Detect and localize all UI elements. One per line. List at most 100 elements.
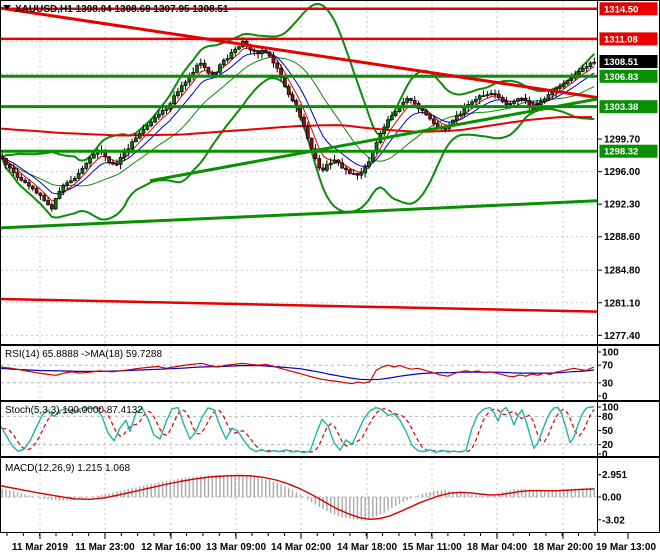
price-tick-label: 1277.40 [604, 331, 641, 342]
candle-body [229, 52, 234, 60]
price-badge-label: 1306.83 [604, 72, 638, 83]
candle-body [569, 77, 574, 81]
grid-layer [1, 1, 597, 532]
candle-body [462, 107, 467, 115]
candle-body [4, 158, 8, 165]
candle-body [336, 159, 341, 164]
candle-body [38, 192, 43, 196]
price-badge-label: 1308.51 [604, 57, 639, 68]
candle-body [508, 103, 513, 105]
candle-body [176, 91, 180, 97]
candle-body [550, 91, 555, 96]
time-axis-label[interactable]: 19 Mar 13:00 [596, 542, 656, 553]
time-axis-label[interactable]: 18 Mar 20:00 [533, 542, 593, 553]
candle-body [290, 94, 295, 102]
candle-body [538, 100, 543, 105]
candle-body [454, 115, 459, 121]
candle-body [1, 155, 5, 159]
candle-body [424, 110, 429, 116]
price-axis[interactable]: 1299.70 1296.00 1292.30 1288.60 1284.80 1281.… [597, 2, 658, 526]
candle-body [92, 153, 96, 159]
candle-body [141, 128, 146, 134]
candle-body [367, 161, 371, 168]
candle-body [107, 156, 112, 163]
candle-body [577, 71, 581, 76]
main-price-panel[interactable] [0, 3, 660, 313]
time-axis-label[interactable]: 13 Mar 09:00 [206, 542, 266, 553]
time-axis-label[interactable]: 14 Mar 18:00 [337, 542, 397, 553]
candlestick-series [1, 37, 597, 212]
candle-body [512, 100, 516, 104]
stoch-main-line [1, 406, 594, 454]
ma-red-line [1, 47, 595, 202]
candle-body [206, 67, 211, 74]
symbol-dropdown-icon[interactable] [3, 5, 11, 10]
candle-body [321, 167, 325, 171]
candle-body [160, 110, 165, 115]
candle-body [69, 180, 73, 184]
candle-body [286, 86, 291, 96]
candle-body [34, 188, 39, 194]
macd-histogram [1, 474, 595, 520]
price-badge-label: 1303.38 [604, 102, 638, 113]
candle-body [344, 167, 348, 171]
time-axis-label[interactable]: 12 Mar 16:00 [141, 542, 201, 553]
candle-body [493, 93, 497, 95]
stoch-scale-label: 0 [602, 450, 608, 461]
candle-body [267, 51, 272, 57]
candle-body [122, 151, 127, 158]
candle-body [519, 97, 524, 100]
stoch-label: Stoch(5,3,3) 100.0000 87.4132 [5, 405, 143, 416]
candle-body [496, 93, 501, 98]
trendline[interactable] [0, 198, 660, 230]
macd-signal-line [1, 474, 595, 520]
trendline[interactable] [0, 297, 660, 313]
macd-scale-label: -3.02 [602, 515, 625, 526]
stoch-scale-label: 20 [602, 440, 614, 451]
candle-body [111, 162, 115, 165]
candle-body [23, 179, 27, 183]
macd-panel[interactable] [0, 474, 597, 520]
candle-body [420, 108, 425, 111]
price-tick-label: 1296.00 [604, 167, 641, 178]
candle-body [252, 49, 257, 52]
time-axis-label[interactable]: 14 Mar 02:00 [271, 542, 331, 553]
price-badge [599, 55, 658, 69]
candle-body [130, 141, 134, 150]
candle-body [30, 185, 35, 189]
time-axis-label[interactable]: 15 Mar 11:00 [402, 542, 462, 553]
candle-body [389, 115, 394, 121]
time-axis-label[interactable]: 11 Mar 2019 [12, 542, 69, 553]
candle-body [340, 162, 345, 169]
candle-body [19, 177, 24, 181]
rsi-scale-label: 0 [602, 392, 608, 403]
candle-body [309, 137, 314, 150]
candle-body [516, 98, 520, 102]
price-badge-label: 1314.50 [604, 4, 638, 15]
candle-body [588, 62, 593, 67]
candle-body [156, 113, 161, 118]
stoch-scale-label: 100 [602, 403, 619, 414]
stochastic-panel[interactable] [0, 406, 597, 454]
rsi-ma-line [1, 365, 595, 381]
time-axis[interactable]: 11 Mar 2019 11 Mar 23:00 12 Mar 16:00 13 Ma… [6, 533, 656, 553]
time-axis-label[interactable]: 11 Mar 23:00 [75, 542, 135, 553]
candle-body [428, 114, 432, 120]
rsi-scale-label: 100 [602, 348, 619, 359]
candle-body [275, 62, 280, 69]
candle-body [27, 182, 31, 187]
rsi-panel[interactable] [0, 362, 597, 385]
candle-body [370, 151, 375, 163]
candle-body [149, 121, 154, 127]
rsi-line [1, 362, 595, 385]
price-badge [599, 32, 658, 46]
trendline[interactable] [0, 6, 660, 107]
trendline[interactable] [149, 88, 660, 183]
candle-body [137, 132, 142, 139]
candle-body [523, 97, 528, 101]
candle-body [546, 94, 551, 100]
candle-body [580, 67, 585, 72]
rsi-scale-label: 70 [602, 361, 614, 372]
time-axis-label[interactable]: 18 Mar 04:00 [467, 542, 527, 553]
